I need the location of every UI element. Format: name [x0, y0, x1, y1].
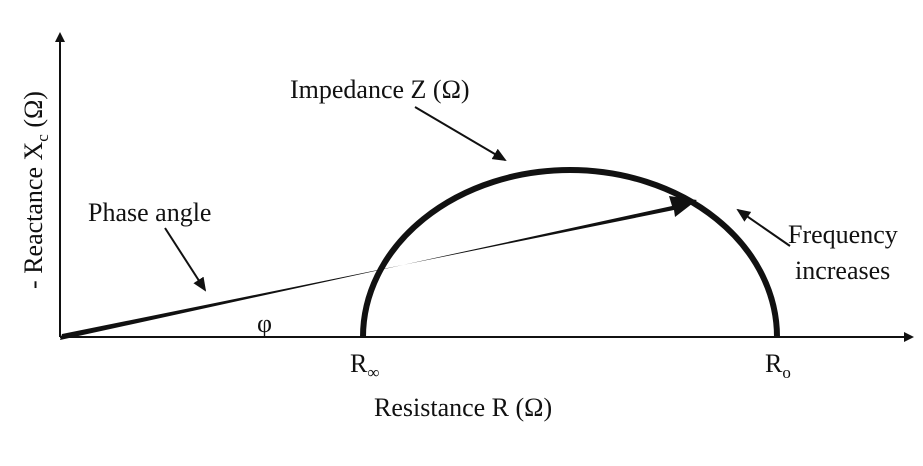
label-subscript: c: [33, 134, 52, 142]
impedance-vector: [60, 196, 697, 340]
label-main: - Reactance X: [19, 142, 48, 289]
label-main: R: [765, 349, 783, 378]
y-axis-label: - Reactance Xc (Ω): [19, 91, 52, 289]
label-subscript: ∞: [367, 363, 379, 382]
impedance-label: Impedance Z (Ω): [290, 75, 470, 104]
pointer-arrow: [736, 208, 791, 247]
pointer-arrow: [164, 227, 207, 292]
r-infinity-label: R∞: [350, 349, 379, 382]
impedance-arc: [360, 167, 780, 338]
x-axis-label: Resistance R (Ω): [374, 393, 552, 422]
label-main: R: [350, 349, 368, 378]
pointer-arrow: [414, 106, 507, 162]
frequency-label: Frequency: [788, 220, 898, 249]
angle-symbol: φ: [257, 309, 272, 338]
label-subscript: o: [782, 363, 791, 382]
phase-angle-label: Phase angle: [88, 198, 211, 227]
frequency-label: increases: [795, 256, 890, 285]
r-zero-label: Ro: [765, 349, 791, 382]
label-unit: (Ω): [19, 91, 48, 134]
